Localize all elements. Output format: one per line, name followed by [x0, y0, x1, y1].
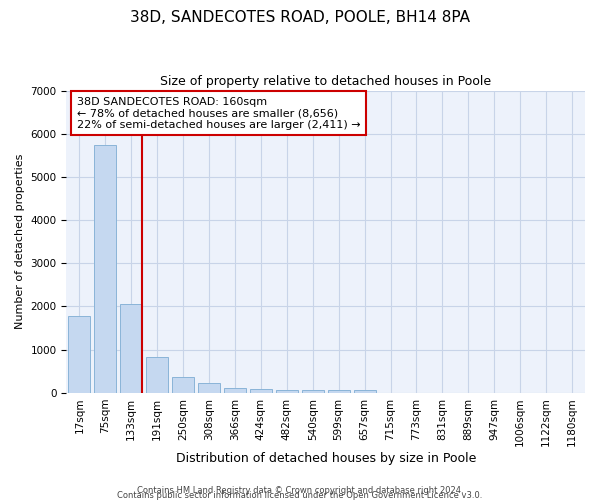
- Bar: [198, 383, 220, 393]
- Bar: [68, 316, 91, 393]
- Bar: [328, 390, 350, 393]
- Title: Size of property relative to detached houses in Poole: Size of property relative to detached ho…: [160, 75, 491, 88]
- Bar: [172, 378, 194, 393]
- Bar: [224, 388, 246, 393]
- Text: Contains public sector information licensed under the Open Government Licence v3: Contains public sector information licen…: [118, 490, 482, 500]
- Bar: [120, 304, 142, 393]
- Bar: [250, 389, 272, 393]
- X-axis label: Distribution of detached houses by size in Poole: Distribution of detached houses by size …: [176, 452, 476, 465]
- Text: 38D SANDECOTES ROAD: 160sqm
← 78% of detached houses are smaller (8,656)
22% of : 38D SANDECOTES ROAD: 160sqm ← 78% of det…: [77, 96, 361, 130]
- Text: 38D, SANDECOTES ROAD, POOLE, BH14 8PA: 38D, SANDECOTES ROAD, POOLE, BH14 8PA: [130, 10, 470, 25]
- Bar: [146, 357, 168, 393]
- Bar: [302, 390, 324, 393]
- Bar: [94, 144, 116, 393]
- Text: Contains HM Land Registry data © Crown copyright and database right 2024.: Contains HM Land Registry data © Crown c…: [137, 486, 463, 495]
- Bar: [353, 390, 376, 393]
- Y-axis label: Number of detached properties: Number of detached properties: [15, 154, 25, 330]
- Bar: [276, 390, 298, 393]
